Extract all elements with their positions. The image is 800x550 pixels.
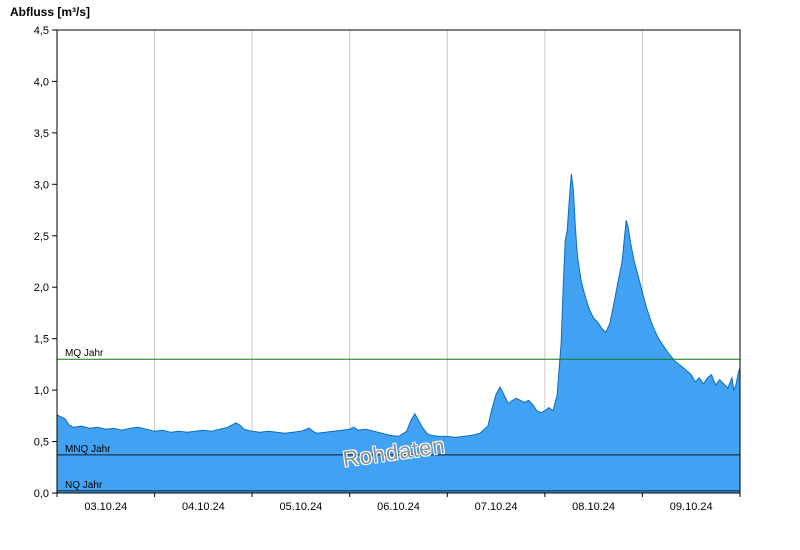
y-tick-label: 4,5 <box>34 25 49 37</box>
refline-label-mq-jahr: MQ Jahr <box>65 348 104 359</box>
y-tick-label: 3,5 <box>34 128 49 140</box>
y-tick-label: 3,0 <box>34 179 49 191</box>
plot-border <box>56 29 741 494</box>
discharge-area <box>56 173 741 494</box>
chart-title: Abfluss [m³/s] <box>10 5 91 19</box>
y-tick-label: 2,0 <box>34 282 49 294</box>
x-tick-label: 08.10.24 <box>572 501 615 513</box>
x-tick-label: 09.10.24 <box>670 501 713 513</box>
x-tick-label: 06.10.24 <box>377 501 420 513</box>
y-tick-label: 0,0 <box>34 488 49 500</box>
x-tick-label: 04.10.24 <box>182 501 225 513</box>
y-tick-label: 4,0 <box>34 76 49 88</box>
x-tick-label: 03.10.24 <box>84 501 127 513</box>
refline-label-mnq-jahr: MNQ Jahr <box>65 444 111 455</box>
y-tick-label: 2,5 <box>34 231 49 243</box>
refline-label-nq-jahr: NQ Jahr <box>65 480 103 491</box>
y-tick-label: 1,5 <box>34 334 49 346</box>
y-tick-label: 1,0 <box>34 385 49 397</box>
x-tick-label: 05.10.24 <box>279 501 322 513</box>
y-tick-label: 0,5 <box>34 437 49 449</box>
x-tick-label: 07.10.24 <box>475 501 518 513</box>
